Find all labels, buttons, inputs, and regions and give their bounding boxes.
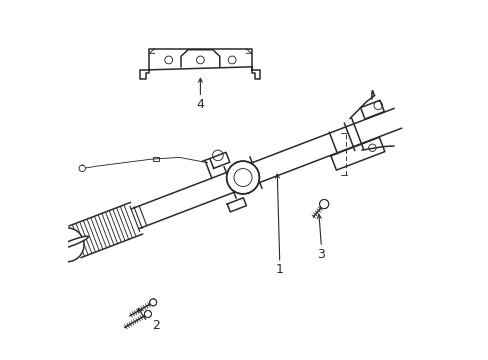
Circle shape [144,310,151,318]
Text: 3: 3 [317,248,325,261]
Circle shape [319,199,328,209]
Text: 4: 4 [196,98,204,111]
Bar [153,157,159,161]
Circle shape [50,228,84,262]
Circle shape [226,161,259,194]
Text: 2: 2 [151,319,159,332]
Circle shape [149,299,157,306]
Text: 1: 1 [275,264,283,276]
Ellipse shape [57,236,88,249]
